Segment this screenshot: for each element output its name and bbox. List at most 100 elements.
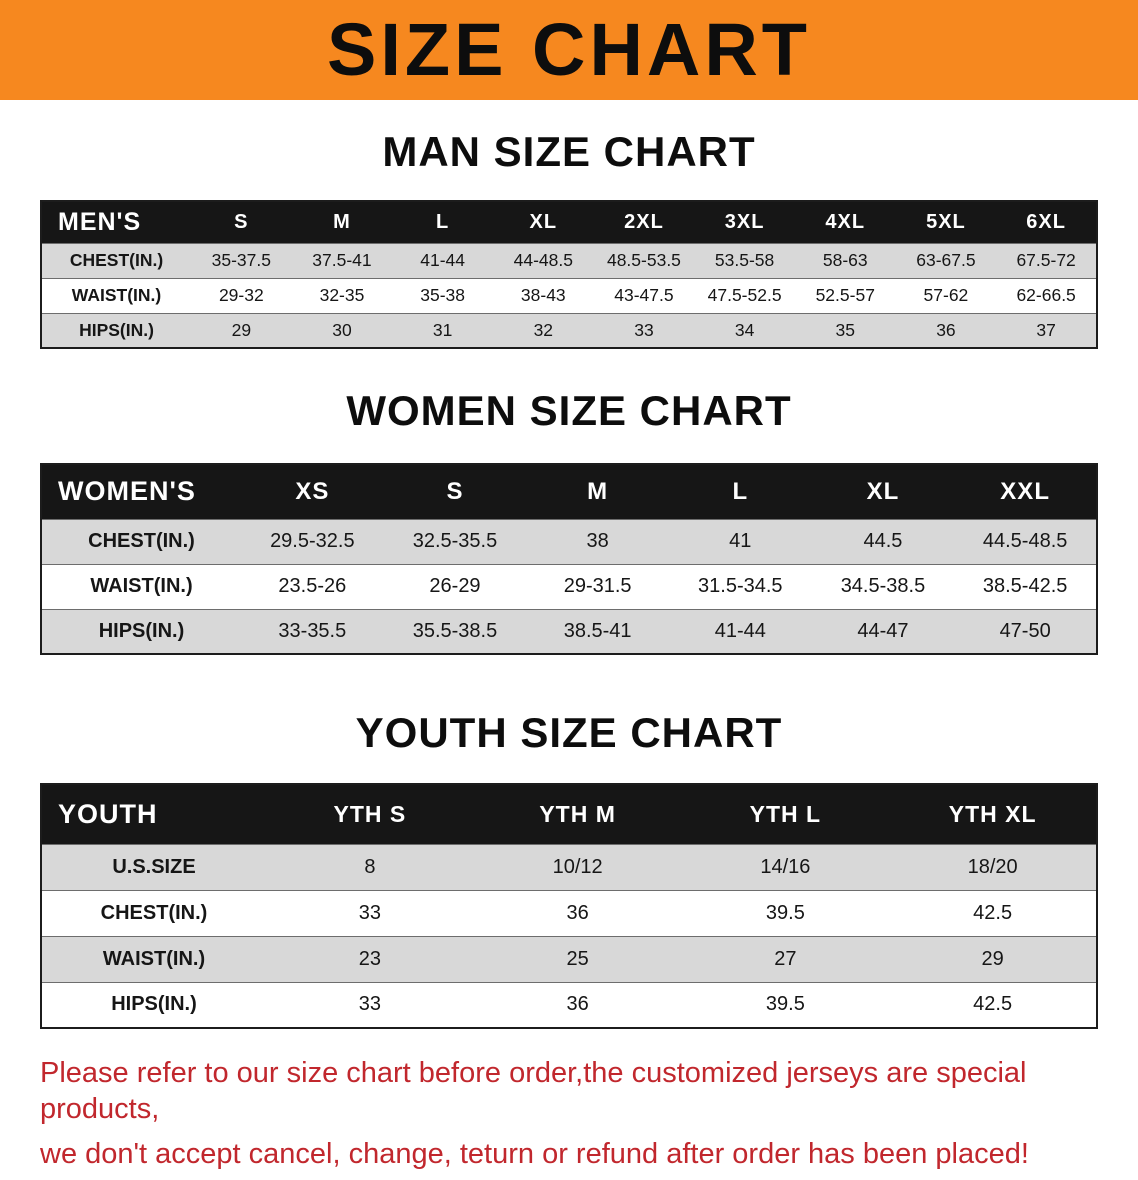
size-header-cell: XL <box>492 201 594 243</box>
row-label-cell: WAIST(IN.) <box>41 277 191 313</box>
value-cell: 67.5-72 <box>996 242 1097 278</box>
measurement-row: HIPS(IN.) 33-35.5 35.5-38.5 38.5-41 41-44 44-… <box>41 608 1097 654</box>
value-cell: 52.5-57 <box>794 277 896 313</box>
size-header-cell: XS <box>241 464 384 519</box>
women-section-heading: WOMEN SIZE CHART <box>346 387 792 434</box>
row-label-cell: HIPS(IN.) <box>41 312 191 348</box>
value-cell: 44.5-48.5 <box>954 518 1097 564</box>
size-header-cell: XL <box>811 464 955 519</box>
measurement-row: WAIST(IN.) 29-32 32-35 35-38 38-43 43-47.5 47.… <box>41 277 1097 313</box>
value-cell: 18/20 <box>889 843 1097 890</box>
row-label-cell: WAIST(IN.) <box>41 563 241 609</box>
youth-size-section: YOUTH SIZE CHART YOUTH YTH S YTH M YTH L YTH… <box>0 709 1138 1029</box>
note-line-1: Please refer to our size chart before or… <box>40 1057 1027 1126</box>
measurement-row: HIPS(IN.) 29 30 31 32 33 34 35 36 37 <box>41 312 1097 348</box>
row-label-cell: U.S.SIZE <box>41 843 266 890</box>
value-cell: 14/16 <box>681 843 890 890</box>
value-cell: 29-32 <box>191 277 292 313</box>
measurement-row: CHEST(IN.) 33 36 39.5 42.5 <box>41 889 1097 936</box>
value-cell: 41 <box>668 518 812 564</box>
row-label-cell: HIPS(IN.) <box>41 981 266 1028</box>
value-cell: 36 <box>473 981 682 1028</box>
value-cell: 36 <box>895 312 997 348</box>
size-header-cell: XXL <box>954 464 1097 519</box>
value-cell: 23.5-26 <box>241 563 384 609</box>
value-cell: 58-63 <box>794 242 896 278</box>
value-cell: 8 <box>266 843 474 890</box>
measurement-row: WAIST(IN.) 23.5-26 26-29 29-31.5 31.5-34.5 34… <box>41 563 1097 609</box>
size-header-cell: S <box>191 201 292 243</box>
table-title-cell: YOUTH <box>41 784 266 844</box>
value-cell: 32 <box>492 312 594 348</box>
size-header-cell: S <box>383 464 527 519</box>
value-cell: 33 <box>593 312 695 348</box>
size-header-cell: 2XL <box>593 201 695 243</box>
table-header-row: YOUTH YTH S YTH M YTH L YTH XL <box>41 784 1097 844</box>
value-cell: 42.5 <box>889 981 1097 1028</box>
row-label-cell: CHEST(IN.) <box>41 889 266 936</box>
row-label-cell: HIPS(IN.) <box>41 608 241 654</box>
size-header-cell: M <box>526 464 669 519</box>
table-header-row: WOMEN'S XS S M L XL XXL <box>41 464 1097 519</box>
value-cell: 29 <box>191 312 292 348</box>
size-header-cell: 6XL <box>996 201 1097 243</box>
value-cell: 37 <box>996 312 1097 348</box>
value-cell: 38.5-42.5 <box>954 563 1097 609</box>
table-title-cell: WOMEN'S <box>41 464 241 519</box>
value-cell: 48.5-53.5 <box>593 242 695 278</box>
value-cell: 33 <box>266 889 474 936</box>
size-header-cell: L <box>392 201 493 243</box>
value-cell: 36 <box>473 889 682 936</box>
value-cell: 41-44 <box>668 608 812 654</box>
value-cell: 34.5-38.5 <box>811 563 955 609</box>
value-cell: 30 <box>291 312 393 348</box>
value-cell: 63-67.5 <box>895 242 997 278</box>
men-size-section: MAN SIZE CHART MEN'S S M L XL 2XL 3XL 4XL 5XL 6XL… <box>0 128 1138 349</box>
value-cell: 39.5 <box>681 981 890 1028</box>
row-label-cell: CHEST(IN.) <box>41 242 191 278</box>
value-cell: 34 <box>694 312 795 348</box>
size-header-cell: L <box>668 464 812 519</box>
row-label-cell: WAIST(IN.) <box>41 935 266 982</box>
value-cell: 33-35.5 <box>241 608 384 654</box>
measurement-row: U.S.SIZE 8 10/12 14/16 18/20 <box>41 843 1097 890</box>
value-cell: 35-38 <box>392 277 493 313</box>
table-header-row: MEN'S S M L XL 2XL 3XL 4XL 5XL 6XL <box>41 201 1097 243</box>
footer-note: Please refer to our size chart before or… <box>40 1055 1098 1172</box>
size-header-cell: YTH XL <box>889 784 1097 844</box>
value-cell: 29 <box>889 935 1097 982</box>
value-cell: 42.5 <box>889 889 1097 936</box>
measurement-row: HIPS(IN.) 33 36 39.5 42.5 <box>41 981 1097 1028</box>
value-cell: 39.5 <box>681 889 890 936</box>
note-line-2: we don't accept cancel, change, teturn o… <box>40 1137 1029 1170</box>
value-cell: 31.5-34.5 <box>668 563 812 609</box>
value-cell: 38 <box>526 518 669 564</box>
size-header-cell: YTH M <box>473 784 682 844</box>
value-cell: 31 <box>392 312 493 348</box>
value-cell: 29-31.5 <box>526 563 669 609</box>
banner: SIZE CHART <box>0 0 1138 100</box>
value-cell: 47.5-52.5 <box>694 277 795 313</box>
value-cell: 43-47.5 <box>593 277 695 313</box>
size-header-cell: 5XL <box>895 201 997 243</box>
value-cell: 44.5 <box>811 518 955 564</box>
men-size-table: MEN'S S M L XL 2XL 3XL 4XL 5XL 6XL CHEST(IN.) 35-37… <box>40 200 1098 349</box>
row-label-cell: CHEST(IN.) <box>41 518 241 564</box>
value-cell: 33 <box>266 981 474 1028</box>
value-cell: 32.5-35.5 <box>383 518 527 564</box>
value-cell: 10/12 <box>473 843 682 890</box>
measurement-row: WAIST(IN.) 23 25 27 29 <box>41 935 1097 982</box>
value-cell: 41-44 <box>392 242 493 278</box>
value-cell: 35-37.5 <box>191 242 292 278</box>
value-cell: 27 <box>681 935 890 982</box>
youth-size-table: YOUTH YTH S YTH M YTH L YTH XL U.S.SIZE 8 10/12… <box>40 783 1098 1029</box>
size-header-cell: 3XL <box>694 201 795 243</box>
value-cell: 44-47 <box>811 608 955 654</box>
page-title: SIZE CHART <box>327 8 811 91</box>
value-cell: 38-43 <box>492 277 594 313</box>
women-size-section: WOMEN SIZE CHART WOMEN'S XS S M L XL XXL CHEST(… <box>0 387 1138 655</box>
value-cell: 53.5-58 <box>694 242 795 278</box>
value-cell: 37.5-41 <box>291 242 393 278</box>
value-cell: 26-29 <box>383 563 527 609</box>
